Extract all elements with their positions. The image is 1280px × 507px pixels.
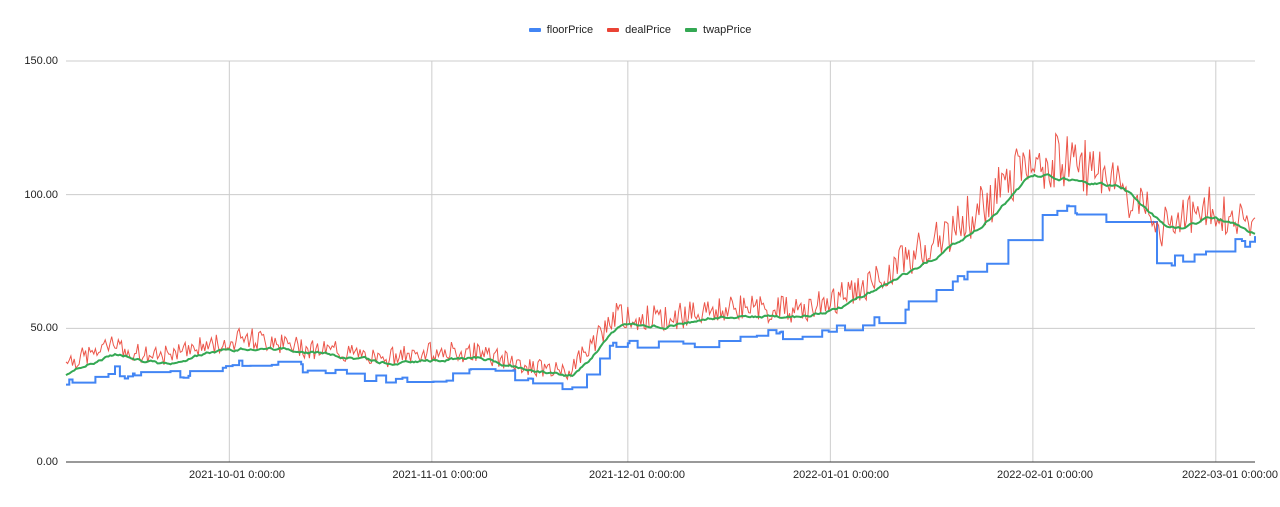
- x-tick-label: 2021-10-01 0:00:00: [188, 469, 286, 481]
- legend-label: dealPrice: [625, 24, 672, 36]
- y-tick-label: 50.00: [30, 322, 58, 334]
- y-tick-label: 0.00: [36, 456, 58, 468]
- legend: floorPrice dealPrice twapPrice: [0, 24, 1280, 36]
- x-tick-label: 2022-01-01 0:00:00: [792, 469, 890, 481]
- y-tick-label: 150.00: [24, 55, 58, 67]
- x-tick-label: 2021-12-01 0:00:00: [588, 469, 686, 481]
- legend-item-floorprice[interactable]: floorPrice: [528, 24, 594, 36]
- x-tick-label: 2022-02-01 0:00:00: [996, 469, 1094, 481]
- legend-item-dealprice[interactable]: dealPrice: [607, 24, 671, 36]
- legend-label: floorPrice: [546, 24, 594, 36]
- series-twapprice: [65, 173, 1256, 378]
- legend-label: twapPrice: [703, 24, 752, 36]
- x-tick-label: 2022-03-01 0:00:00: [1181, 469, 1279, 481]
- legend-swatch-twapprice-icon: [685, 28, 698, 32]
- legend-item-twapprice[interactable]: twapPrice: [685, 24, 751, 36]
- series-floorprice: [66, 204, 1256, 391]
- y-tick-label: 100.00: [24, 189, 58, 201]
- series-dealprice: [65, 132, 1256, 381]
- legend-swatch-dealprice-icon: [607, 28, 620, 32]
- x-tick-label: 2021-11-01 0:00:00: [392, 469, 488, 481]
- legend-swatch-floorprice-icon: [528, 28, 541, 32]
